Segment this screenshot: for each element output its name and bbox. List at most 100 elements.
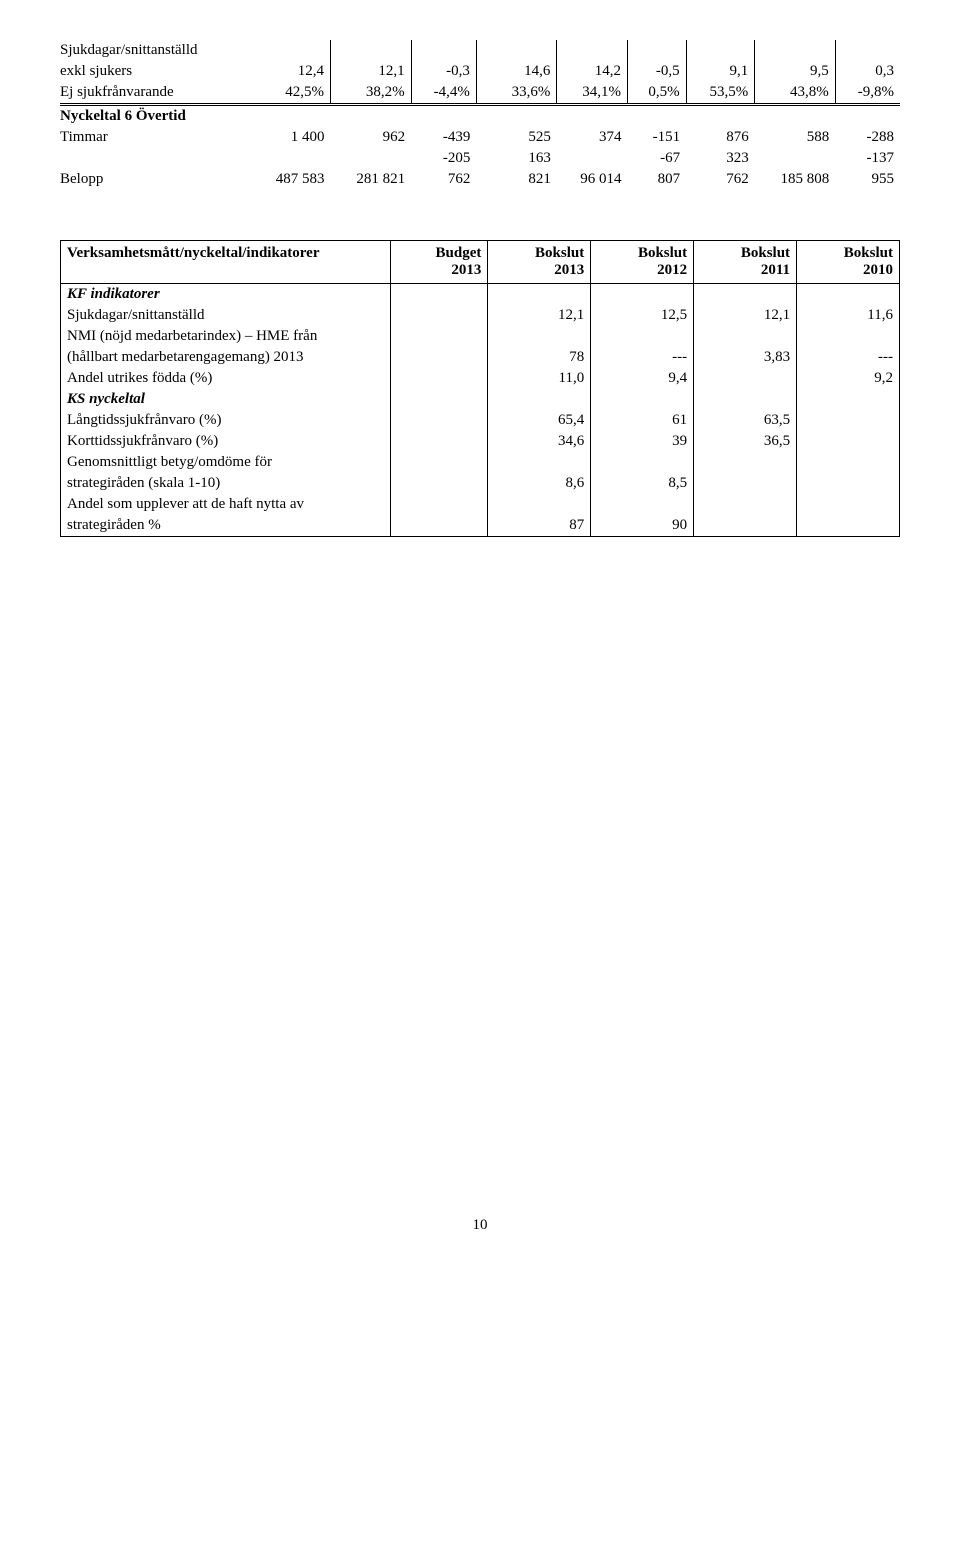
cell	[488, 389, 591, 410]
cell	[391, 494, 488, 515]
header-row: Verksamhetsmått/nyckeltal/indikatorer Bu…	[61, 241, 900, 284]
table-row: KS nyckeltal	[61, 389, 900, 410]
cell	[591, 284, 694, 306]
table-row: KF indikatorer	[61, 284, 900, 306]
cell: 12,1	[694, 305, 797, 326]
cell: 90	[591, 515, 694, 537]
cell	[488, 452, 591, 473]
cell	[391, 515, 488, 537]
table-row: Nyckeltal 6 Övertid	[60, 105, 900, 128]
row-label: Ej sjukfrånvarande	[60, 82, 250, 105]
table-row: (hållbart medarbetarengagemang) 2013 78--…	[61, 347, 900, 368]
table-row: Timmar 1 400 962 -439 525 374 -151 876 5…	[60, 127, 900, 148]
cell	[694, 452, 797, 473]
cell	[694, 494, 797, 515]
table-row: Sjukdagar/snittanställd	[60, 40, 900, 61]
cell: 3,83	[694, 347, 797, 368]
row-label: Andel utrikes födda (%)	[61, 368, 391, 389]
table-row: strategiråden (skala 1-10)8,68,5	[61, 473, 900, 494]
cell	[391, 389, 488, 410]
cell: 9,4	[591, 368, 694, 389]
cell	[797, 452, 900, 473]
cell	[591, 389, 694, 410]
row-label: strategiråden %	[61, 515, 391, 537]
table-row: exkl sjukers 12,4 12,1 -0,3 14,6 14,2 -0…	[60, 61, 900, 82]
cell: ---	[591, 347, 694, 368]
cell	[488, 284, 591, 306]
cell: 61	[591, 410, 694, 431]
top-table-body: Sjukdagar/snittanställd exkl sjukers 12,…	[60, 40, 900, 190]
row-label	[60, 148, 250, 169]
col-header: Bokslut2010	[797, 241, 900, 284]
table-row: Genomsnittligt betyg/omdöme för	[61, 452, 900, 473]
cell: 11,0	[488, 368, 591, 389]
section-header: Nyckeltal 6 Övertid	[60, 105, 250, 128]
cell	[591, 452, 694, 473]
row-label: KF indikatorer	[61, 284, 391, 306]
table-row: Andel som upplever att de haft nytta av	[61, 494, 900, 515]
cell	[797, 410, 900, 431]
cell	[797, 389, 900, 410]
cell	[797, 284, 900, 306]
row-label: (hållbart medarbetarengagemang) 2013	[61, 347, 391, 368]
row-label: Timmar	[60, 127, 250, 148]
table-row: Sjukdagar/snittanställd12,112,512,111,6	[61, 305, 900, 326]
cell	[391, 473, 488, 494]
row-label: Genomsnittligt betyg/omdöme för	[61, 452, 391, 473]
cell	[797, 326, 900, 347]
table-row: Belopp 487 583 281 821 762 821 96 014 80…	[60, 169, 900, 190]
cell: 8,6	[488, 473, 591, 494]
cell: 78	[488, 347, 591, 368]
cell: 36,5	[694, 431, 797, 452]
col-header: Bokslut2013	[488, 241, 591, 284]
indicator-table-body: KF indikatorerSjukdagar/snittanställd 12,…	[61, 284, 900, 537]
table-row: strategiråden % 8790	[61, 515, 900, 537]
cell: 11,6	[797, 305, 900, 326]
cell	[391, 284, 488, 306]
indicator-table: Verksamhetsmått/nyckeltal/indikatorer Bu…	[60, 240, 900, 537]
cell	[694, 473, 797, 494]
cell	[797, 494, 900, 515]
cell: 12,5	[591, 305, 694, 326]
row-label: NMI (nöjd medarbetarindex) – HME från	[61, 326, 391, 347]
cell: 39	[591, 431, 694, 452]
col-header: Budget2013	[391, 241, 488, 284]
cell	[694, 368, 797, 389]
cell	[391, 410, 488, 431]
cell	[694, 515, 797, 537]
cell: 8,5	[591, 473, 694, 494]
cell	[797, 515, 900, 537]
table-row: Andel utrikes födda (%) 11,09,4 9,2	[61, 368, 900, 389]
row-label: Belopp	[60, 169, 250, 190]
cell: 65,4	[488, 410, 591, 431]
row-label: exkl sjukers	[60, 61, 250, 82]
page-number: 10	[60, 1217, 900, 1234]
table-row: Ej sjukfrånvarande 42,5% 38,2% -4,4% 33,…	[60, 82, 900, 105]
cell	[488, 494, 591, 515]
row-label: KS nyckeltal	[61, 389, 391, 410]
table-row: -205 163 -67 323 -137	[60, 148, 900, 169]
cell: 12,1	[488, 305, 591, 326]
cell	[391, 326, 488, 347]
cell	[391, 431, 488, 452]
cell	[591, 494, 694, 515]
cell	[391, 452, 488, 473]
cell: 63,5	[694, 410, 797, 431]
table-row: Korttidssjukfrånvaro (%)34,63936,5	[61, 431, 900, 452]
cell	[797, 473, 900, 494]
cell	[694, 389, 797, 410]
row-label: Sjukdagar/snittanställd	[60, 40, 250, 61]
table-row: Långtidssjukfrånvaro (%) 65,46163,5	[61, 410, 900, 431]
cell	[391, 305, 488, 326]
cell: 9,2	[797, 368, 900, 389]
col-header: Bokslut2012	[591, 241, 694, 284]
cell	[391, 347, 488, 368]
row-label: Sjukdagar/snittanställd	[61, 305, 391, 326]
cell: 87	[488, 515, 591, 537]
cell	[488, 326, 591, 347]
cell: 34,6	[488, 431, 591, 452]
top-table: Sjukdagar/snittanställd exkl sjukers 12,…	[60, 40, 900, 190]
cell	[391, 368, 488, 389]
col-header: Bokslut2011	[694, 241, 797, 284]
row-label: Långtidssjukfrånvaro (%)	[61, 410, 391, 431]
